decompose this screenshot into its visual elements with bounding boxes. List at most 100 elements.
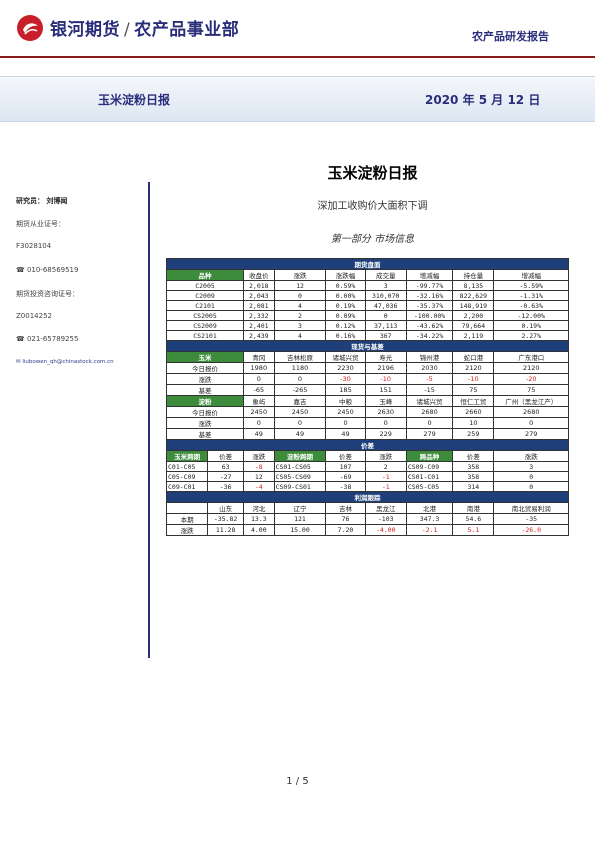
column-divider (148, 182, 150, 658)
table-cell: C09-C01 (165, 481, 209, 492)
table-section-title: 期货盘面 (166, 258, 569, 270)
table-cell: 涨跌 (273, 269, 327, 281)
table-cell: 0 (405, 417, 454, 429)
table-cell: 本期 (165, 513, 209, 525)
table-cell: 价差 (325, 450, 366, 462)
table-cell: 5.1 (452, 524, 495, 536)
table-cell: 玉峰 (364, 395, 407, 407)
table-cell: 增减幅 (405, 269, 454, 281)
table-cell: 63 (207, 461, 245, 472)
table-cell: 涨跌幅 (325, 269, 366, 281)
table-section-title: 价差 (166, 439, 569, 451)
table-cell: 0 (243, 373, 275, 385)
table-cell: 价差 (452, 450, 495, 462)
report-date: 2020 年 5 月 12 日 (425, 93, 541, 107)
table-cell: 吉林松原 (273, 351, 327, 363)
table-row: 涨跌 0 0 -30 -10 -5 -10 -20 (165, 373, 569, 385)
table-cell: -2.1 (405, 524, 454, 536)
table-cell: 0 (325, 417, 366, 429)
table-row: C2101 2,081 4 0.19% 47,036 -35.37% 148,919 -0.6… (165, 300, 569, 311)
table-cell: 涨跌 (165, 524, 209, 536)
table-cell: -20 (493, 373, 569, 385)
table-cell: 3 (493, 461, 569, 472)
table-cell: -43.62% (405, 320, 454, 331)
brand-text: 银河期货 (50, 20, 120, 40)
advisor-number: Z0014252 (16, 312, 52, 320)
table-cell: 259 (452, 428, 495, 440)
table-cell: CS05-C05 (405, 481, 454, 492)
table-cell: 涨跌 (493, 450, 569, 462)
table-cell: 广东港口 (493, 351, 569, 363)
table-cell: 涨跌 (165, 373, 245, 385)
table-cell: 蛇口港 (452, 351, 495, 363)
table-cell: -10 (364, 373, 407, 385)
table-cell: 2450 (325, 406, 366, 418)
table-cell: CS2005 (165, 310, 245, 321)
table-row: C2005 2,018 12 0.59% 3 -99.77% 8,135 -5.59% (165, 280, 569, 291)
table-cell: -0.63% (493, 300, 569, 311)
table-cell: -30 (325, 373, 366, 385)
table-cell: 1180 (273, 362, 327, 374)
table-cell: 4.00 (243, 524, 275, 536)
table-cell: 诸城兴贸 (325, 351, 366, 363)
table-cell: -12.00% (493, 310, 569, 321)
report-type: 农产品研发报告 (472, 30, 549, 43)
table-cell: 2,119 (452, 330, 495, 341)
table-cell: 锦州港 (405, 351, 454, 363)
table-cell: 嘉吉 (273, 395, 327, 407)
table-cell: -265 (273, 384, 327, 396)
table-cell: 涨跌 (364, 450, 407, 462)
table-cell: CS01-C01 (405, 471, 454, 482)
table-cell: 2,081 (243, 300, 275, 311)
table-cell: 山东 (207, 502, 245, 514)
market-data-table: 期货盘面 品种 收盘价 涨跌 涨跌幅 成交量 增减幅 持仓量 增减幅 C2005 2,018 12 0.… (165, 258, 569, 536)
table-cell: 0 (493, 471, 569, 482)
table-cell: 0 (273, 417, 327, 429)
table-row: C2009 2,043 0 0.00% 310,070 -32.16% 822,629 -1.… (165, 290, 569, 301)
table-cell: 49 (325, 428, 366, 440)
table-cell: 2450 (243, 406, 275, 418)
table-cell: 47,036 (364, 300, 407, 311)
table-cell: C05-C09 (165, 471, 209, 482)
table-cell: 淀粉跨期 (273, 450, 327, 462)
table-cell: 75 (493, 384, 569, 396)
table-cell: -100.00% (405, 310, 454, 321)
cert-label: 期货从业证号： (16, 220, 65, 228)
table-cell: 185 (325, 384, 366, 396)
phone-1: ☎ 010-68569519 (16, 266, 79, 274)
table-header-row: 山东 河北 辽宁 吉林 黑龙江 北港 南港 南北贸易利润 (165, 502, 569, 514)
table-cell: 象屿 (243, 395, 275, 407)
table-cell: 3 (273, 320, 327, 331)
table-cell: 12 (243, 471, 275, 482)
table-cell: -4.00 (364, 524, 407, 536)
table-cell: 49 (273, 428, 327, 440)
table-cell: 0 (243, 417, 275, 429)
table-cell: C01-C05 (165, 461, 209, 472)
table-cell: 0.09% (325, 310, 366, 321)
table-cell: 今日报价 (165, 362, 245, 374)
email-link[interactable]: ✉ liubowen_qh@chinastock.com.cn (16, 359, 114, 365)
table-cell: 229 (364, 428, 407, 440)
table-cell: 15.00 (273, 524, 327, 536)
table-header-row: 淀粉 象屿 嘉吉 中粮 玉峰 诸城兴贸 恒仁工贸 广州（黑龙江产） (165, 395, 569, 407)
table-cell: 2680 (493, 406, 569, 418)
table-cell: 2450 (273, 406, 327, 418)
table-row: C09-C01 -36 -4 CS09-CS01 -38 -1 CS05-C05 314 0 (165, 481, 569, 492)
table-cell: 54.6 (452, 513, 495, 525)
table-cell: 2.27% (493, 330, 569, 341)
table-cell: -10 (452, 373, 495, 385)
table-cell: 358 (452, 461, 495, 472)
table-cell: 跨品种 (405, 450, 454, 462)
table-cell: 13.3 (243, 513, 275, 525)
table-cell: 107 (325, 461, 366, 472)
table-cell: 2230 (325, 362, 366, 374)
table-cell: 诸城兴贸 (405, 395, 454, 407)
table-cell: 347.3 (405, 513, 454, 525)
table-cell: 寿光 (364, 351, 407, 363)
table-cell: -35.82 (207, 513, 245, 525)
company-logo-icon (17, 15, 43, 41)
table-cell: -34.22% (405, 330, 454, 341)
table-cell: -4 (243, 481, 275, 492)
table-cell: 121 (273, 513, 327, 525)
table-cell: 辽宁 (273, 502, 327, 514)
